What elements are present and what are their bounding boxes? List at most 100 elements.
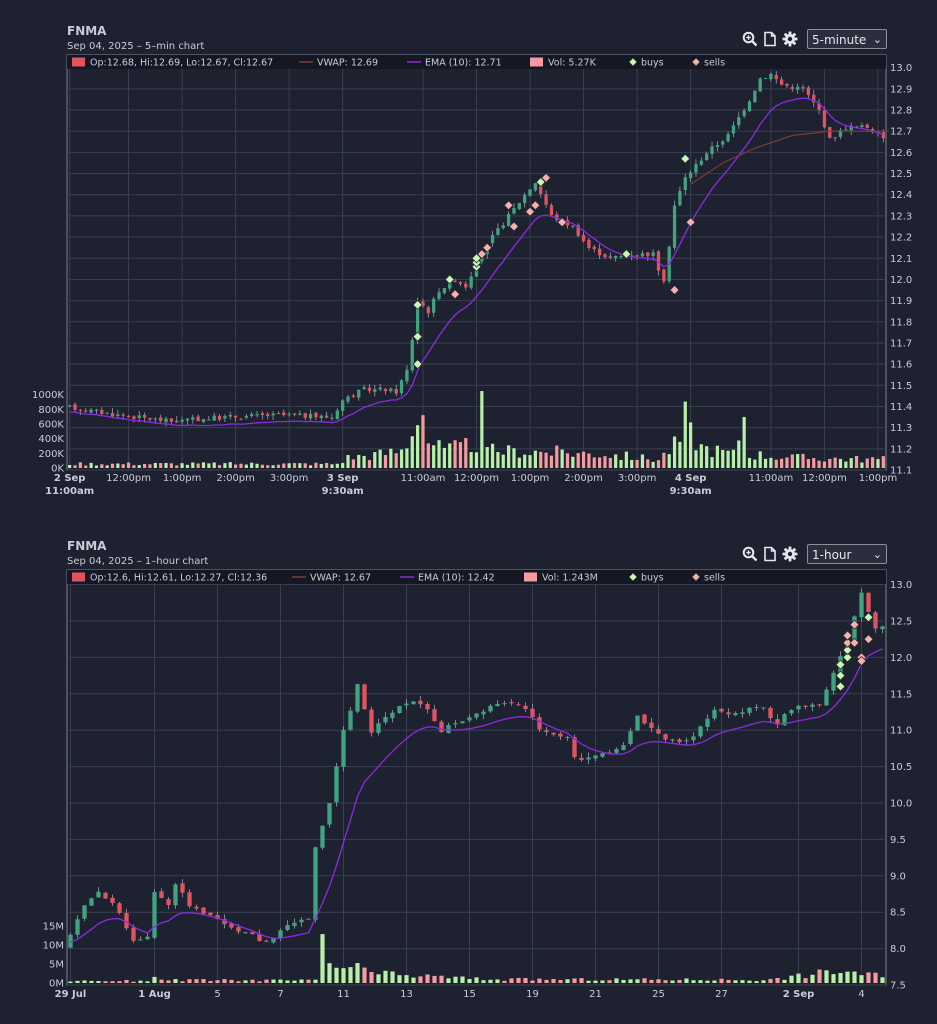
volume-bar: [852, 971, 857, 983]
x-tick-label: 25: [652, 989, 665, 1000]
candle: [506, 211, 511, 227]
candle: [175, 415, 179, 423]
candle: [255, 411, 259, 418]
volume-bar: [390, 971, 395, 983]
candle: [194, 904, 199, 911]
candle: [250, 411, 254, 418]
y-tick-label: 12.5: [890, 169, 912, 180]
volume-bar: [446, 978, 451, 983]
volume-bar: [677, 979, 682, 983]
candle: [775, 714, 780, 729]
candle: [357, 389, 361, 401]
volume-bar: [662, 452, 666, 468]
volume-bar: [775, 977, 780, 983]
candle: [635, 715, 640, 732]
candle: [801, 84, 805, 92]
candle: [769, 72, 773, 82]
volume-bar: [789, 975, 794, 983]
zoom-in-icon[interactable]: [742, 31, 758, 47]
volume-bar: [801, 453, 805, 468]
zoom-in-icon[interactable]: [742, 546, 758, 562]
candle: [678, 186, 682, 207]
candle: [761, 707, 766, 711]
interval-select[interactable]: 1-hour ⌄: [807, 544, 887, 564]
ticker-label: FNMA: [67, 539, 107, 553]
volume-bar: [383, 455, 388, 468]
volume-bar: [780, 458, 784, 468]
candle: [105, 412, 109, 415]
candle: [464, 281, 468, 291]
volume-bar: [667, 454, 671, 468]
volume-bar: [327, 963, 332, 983]
document-icon[interactable]: [762, 31, 778, 47]
chart-subtitle: Sep 04, 2025 – 5–min chart: [67, 41, 205, 52]
candle: [523, 702, 528, 713]
candle: [346, 394, 350, 405]
candle: [84, 408, 88, 413]
volume-bar: [656, 460, 661, 468]
volume-bar: [828, 458, 832, 468]
x-tick-label: 4 Sep: [675, 473, 707, 484]
gear-icon[interactable]: [782, 546, 798, 562]
volume-bar: [474, 977, 479, 983]
volume-bar: [335, 463, 339, 468]
volume-bar: [507, 445, 511, 468]
document-icon[interactable]: [762, 546, 778, 562]
volume-bar: [89, 462, 93, 468]
candlestick-chart-5min[interactable]: Op:12.68, Hi:12.69, Lo:12.67, Cl:12.67 VW…: [0, 20, 937, 500]
volume-bar: [460, 976, 465, 983]
candle: [551, 732, 556, 737]
candle: [460, 721, 465, 724]
candle: [367, 384, 372, 394]
candle: [579, 753, 584, 763]
candle: [397, 705, 402, 714]
volume-bar: [397, 975, 402, 983]
x-tick-label: 27: [715, 989, 728, 1000]
volume-bar: [250, 462, 254, 468]
volume-bar: [362, 455, 366, 468]
x-tick-label: 15: [463, 989, 476, 1000]
sell-marker: [530, 200, 541, 211]
volume-bar: [614, 454, 618, 468]
volume-bar: [348, 967, 353, 983]
volume-bar: [642, 978, 647, 983]
candle: [737, 112, 741, 129]
volume-bar: [212, 462, 216, 468]
candle: [859, 588, 864, 622]
candle: [790, 84, 794, 92]
candle: [410, 337, 414, 373]
volume-bar: [330, 464, 334, 468]
volume-bar: [78, 462, 82, 468]
candlestick-chart-1hour[interactable]: Op:12.6, Hi:12.61, Lo:12.27, Cl:12.36 VWA…: [0, 535, 937, 1020]
candle: [509, 698, 514, 706]
volume-bar: [357, 454, 361, 468]
volume-bar: [726, 979, 731, 983]
volume-bar: [810, 974, 815, 983]
candle: [446, 722, 451, 734]
candle: [187, 889, 192, 909]
candle: [474, 713, 479, 720]
interval-select[interactable]: 5-minute ⌄: [807, 29, 887, 49]
volume-bar: [308, 465, 313, 468]
y-tick-label: 11.5: [890, 381, 912, 392]
volume-bar: [587, 453, 591, 468]
candle: [314, 411, 318, 421]
candle: [721, 139, 725, 148]
candle: [640, 250, 645, 259]
volume-bar: [481, 980, 486, 983]
candle: [260, 411, 265, 420]
volume-bars: [68, 934, 885, 983]
volume-bar: [635, 459, 639, 468]
gear-icon[interactable]: [782, 31, 798, 47]
candle: [726, 708, 731, 719]
candle: [565, 735, 570, 741]
candle: [683, 173, 687, 195]
candle: [774, 71, 778, 84]
volume-bar: [453, 440, 457, 468]
x-tick-label: 19: [526, 989, 539, 1000]
candle: [614, 747, 619, 754]
candle: [148, 417, 152, 422]
volume-bar: [287, 463, 291, 468]
candle: [789, 709, 794, 716]
candle: [319, 414, 323, 423]
